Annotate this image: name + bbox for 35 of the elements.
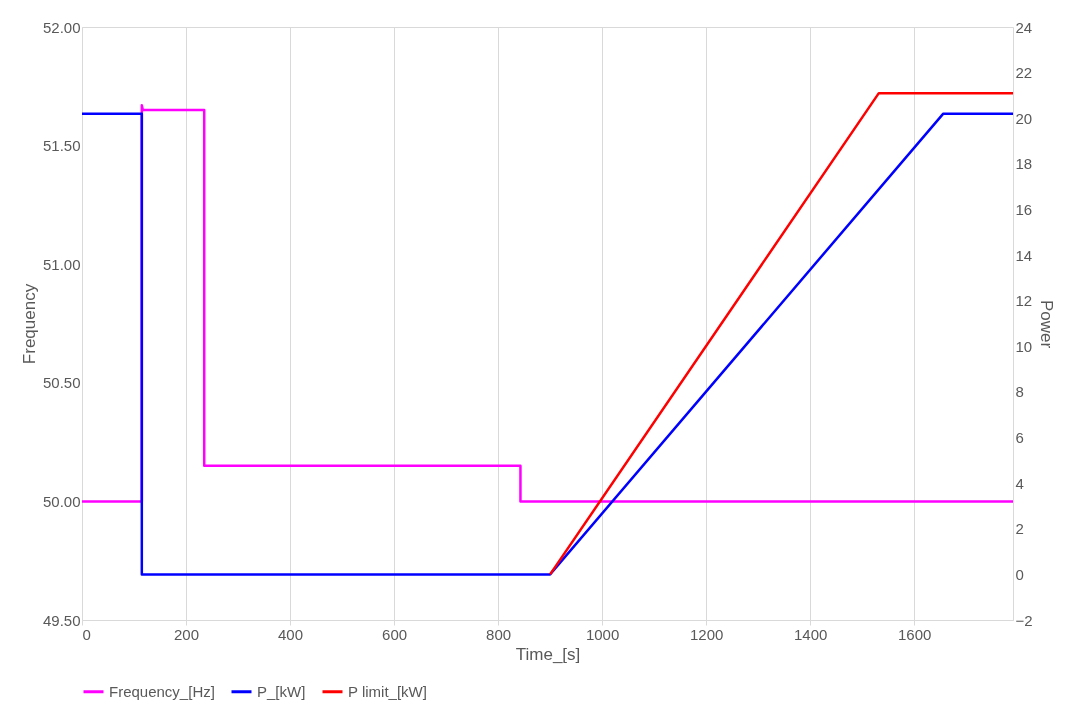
x-tick-label: 0	[82, 625, 91, 643]
y2-tick-label: 4	[1015, 474, 1024, 492]
y-tick-label: 51.50	[42, 137, 81, 155]
x-tick-label: 800	[486, 625, 512, 643]
y2-tick-label: 14	[1015, 246, 1033, 264]
y-tick-label: 50.00	[42, 492, 81, 510]
y2-tick-label: 18	[1015, 155, 1033, 173]
y2-tick-label: 12	[1015, 292, 1033, 310]
x-tick-label: 1600	[897, 625, 932, 643]
x-tick-label: 1200	[689, 625, 724, 643]
y2-axis-title: Power	[1036, 299, 1056, 349]
y2-tick-label: 0	[1015, 565, 1024, 583]
y2-tick-label: 16	[1015, 200, 1033, 218]
x-axis-title: Time_[s]	[515, 644, 581, 664]
x-tick-label: 600	[382, 625, 408, 643]
legend-label: P limit_[kW]	[348, 682, 427, 700]
x-tick-label: 400	[278, 625, 304, 643]
y2-tick-label: −2	[1015, 611, 1033, 629]
y2-tick-label: 22	[1015, 64, 1033, 82]
legend-label: P_[kW]	[257, 682, 306, 700]
y-tick-label: 50.50	[42, 374, 81, 392]
y-tick-label: 49.50	[42, 611, 81, 629]
x-tick-label: 1000	[585, 625, 620, 643]
y2-tick-label: 10	[1015, 337, 1033, 355]
y2-tick-label: 24	[1015, 18, 1033, 36]
y-tick-label: 52.00	[42, 18, 81, 36]
y-axis-title: Frequency	[19, 283, 39, 365]
y2-tick-label: 6	[1015, 429, 1024, 447]
y2-tick-label: 2	[1015, 520, 1024, 538]
y2-tick-label: 20	[1015, 109, 1033, 127]
x-tick-label: 1400	[793, 625, 828, 643]
y2-tick-label: 8	[1015, 383, 1024, 401]
legend-label: Frequency_[Hz]	[109, 682, 215, 700]
y-tick-label: 51.00	[42, 255, 81, 273]
x-tick-label: 200	[174, 625, 200, 643]
